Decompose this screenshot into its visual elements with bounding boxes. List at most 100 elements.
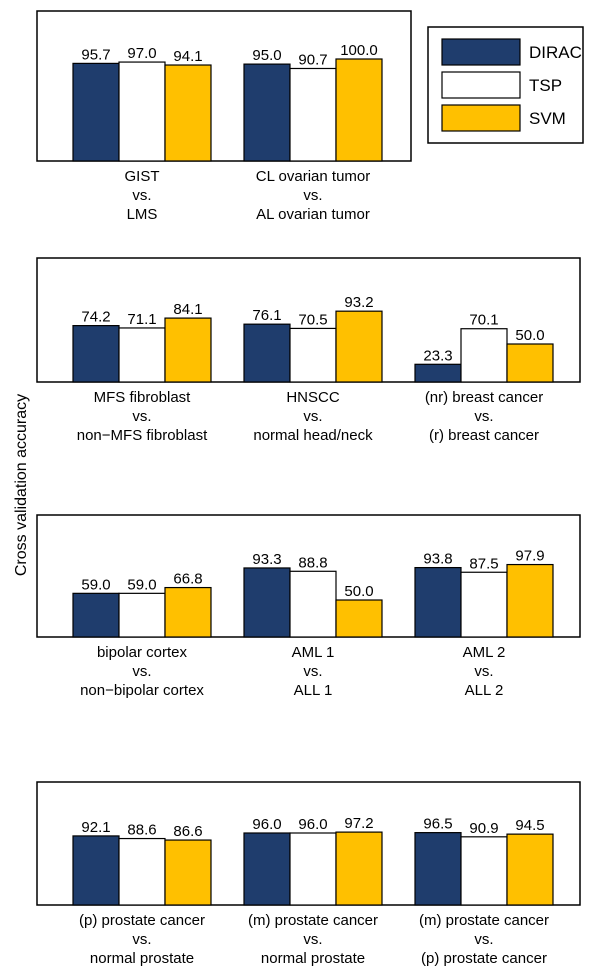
chart-panels: 95.7 97.0 94.1 GIST vs. LMS 95.0 90.7 100.0 CL ov… <box>36 10 581 967</box>
category-label: vs. <box>303 931 322 948</box>
bar-value-label: 96.5 <box>423 816 452 833</box>
bar-svm <box>335 831 383 906</box>
bar-svm <box>164 317 212 383</box>
bar-value-label: 90.7 <box>298 51 327 68</box>
legend-swatch-svm <box>441 104 521 132</box>
bar-tsp <box>118 61 166 162</box>
category-label: MFS fibroblast <box>94 389 192 406</box>
bar-value-label: 87.5 <box>469 555 498 572</box>
category-label: AML 1 <box>292 644 335 661</box>
category-label: LMS <box>127 206 158 223</box>
bar-tsp <box>289 327 337 383</box>
chart-panel-2: 74.2 71.1 84.1 MFS fibroblast vs. non−MFS fib… <box>36 257 581 444</box>
category-label: (nr) breast cancer <box>425 389 543 406</box>
bar-value-label: 97.2 <box>344 815 373 832</box>
bar-value-label: 70.1 <box>469 312 498 329</box>
bar-value-label: 97.9 <box>515 548 544 565</box>
bar-dirac <box>243 63 291 162</box>
bar-value-label: 66.8 <box>173 571 202 588</box>
bar-dirac <box>243 832 291 906</box>
category-label: normal prostate <box>261 950 365 967</box>
chart-panel-3: 59.0 59.0 66.8 bipolar cortex vs. non−bipolar… <box>36 514 581 699</box>
category-label: AML 2 <box>463 644 506 661</box>
bar-svm <box>335 58 383 162</box>
bar-dirac <box>243 567 291 638</box>
bar-value-label: 71.1 <box>127 311 156 328</box>
category-label: vs. <box>303 663 322 680</box>
bar-value-label: 70.5 <box>298 311 327 328</box>
bar-dirac <box>72 62 120 162</box>
bar-value-label: 92.1 <box>81 819 110 836</box>
category-label: non−MFS fibroblast <box>77 427 208 444</box>
legend-label-dirac: DIRAC <box>529 43 582 62</box>
bar-svm <box>164 64 212 162</box>
category-label: CL ovarian tumor <box>256 168 371 185</box>
legend-swatch-tsp <box>441 71 521 99</box>
bar-value-label: 59.0 <box>127 576 156 593</box>
category-label: ALL 2 <box>465 682 504 699</box>
category-label: vs. <box>132 408 151 425</box>
bar-value-label: 100.0 <box>340 42 378 59</box>
bar-dirac <box>72 835 120 906</box>
bar-dirac <box>72 325 120 383</box>
bar-dirac <box>414 363 462 383</box>
category-label: non−bipolar cortex <box>80 682 204 699</box>
bar-svm <box>506 563 554 638</box>
bar-value-label: 96.0 <box>298 816 327 833</box>
bar-tsp <box>289 570 337 638</box>
category-label: vs. <box>132 931 151 948</box>
category-label: (r) breast cancer <box>429 427 539 444</box>
y-axis-label: Cross validation accuracy <box>13 394 30 576</box>
bar-tsp <box>118 837 166 906</box>
category-label: vs. <box>474 931 493 948</box>
bar-dirac <box>72 592 120 638</box>
bar-value-label: 50.0 <box>515 327 544 344</box>
category-label: GIST <box>124 168 159 185</box>
bar-tsp <box>460 571 508 638</box>
category-label: (m) prostate cancer <box>248 912 378 929</box>
bar-value-label: 93.2 <box>344 294 373 311</box>
bar-value-label: 96.0 <box>252 816 281 833</box>
bar-value-label: 93.3 <box>252 551 281 568</box>
bar-value-label: 50.0 <box>344 583 373 600</box>
category-label: (p) prostate cancer <box>421 950 547 967</box>
bar-value-label: 90.9 <box>469 820 498 837</box>
category-label: AL ovarian tumor <box>256 206 370 223</box>
category-label: (p) prostate cancer <box>79 912 205 929</box>
bar-value-label: 23.3 <box>423 347 452 364</box>
bar-value-label: 86.6 <box>173 823 202 840</box>
legend-swatch-dirac <box>441 38 521 66</box>
bar-value-label: 97.0 <box>127 45 156 62</box>
bar-tsp <box>460 328 508 383</box>
bar-value-label: 95.0 <box>252 47 281 64</box>
bar-tsp <box>289 832 337 906</box>
bar-tsp <box>289 67 337 162</box>
bar-value-label: 93.8 <box>423 551 452 568</box>
category-label: ALL 1 <box>294 682 333 699</box>
category-label: vs. <box>474 663 493 680</box>
bar-value-label: 94.5 <box>515 817 544 834</box>
category-label: bipolar cortex <box>97 644 188 661</box>
bar-value-label: 59.0 <box>81 576 110 593</box>
category-label: vs. <box>303 187 322 204</box>
bar-svm <box>506 343 554 383</box>
chart-panel-1: 95.7 97.0 94.1 GIST vs. LMS 95.0 90.7 100.0 CL ov… <box>36 10 412 223</box>
bar-svm <box>506 833 554 906</box>
bar-tsp <box>118 592 166 638</box>
bar-tsp <box>460 836 508 906</box>
category-label: (m) prostate cancer <box>419 912 549 929</box>
category-label: normal prostate <box>90 950 194 967</box>
legend-label-tsp: TSP <box>529 76 562 95</box>
category-label: normal head/neck <box>253 427 373 444</box>
bar-svm <box>335 310 383 383</box>
bar-svm <box>164 586 212 638</box>
category-label: vs. <box>132 663 151 680</box>
legend-label-svm: SVM <box>529 109 566 128</box>
bar-svm <box>164 839 212 906</box>
bar-value-label: 94.1 <box>173 48 202 65</box>
bar-value-label: 95.7 <box>81 46 110 63</box>
category-label: HNSCC <box>286 389 340 406</box>
bar-value-label: 88.8 <box>298 554 327 571</box>
bar-svm <box>335 599 383 638</box>
